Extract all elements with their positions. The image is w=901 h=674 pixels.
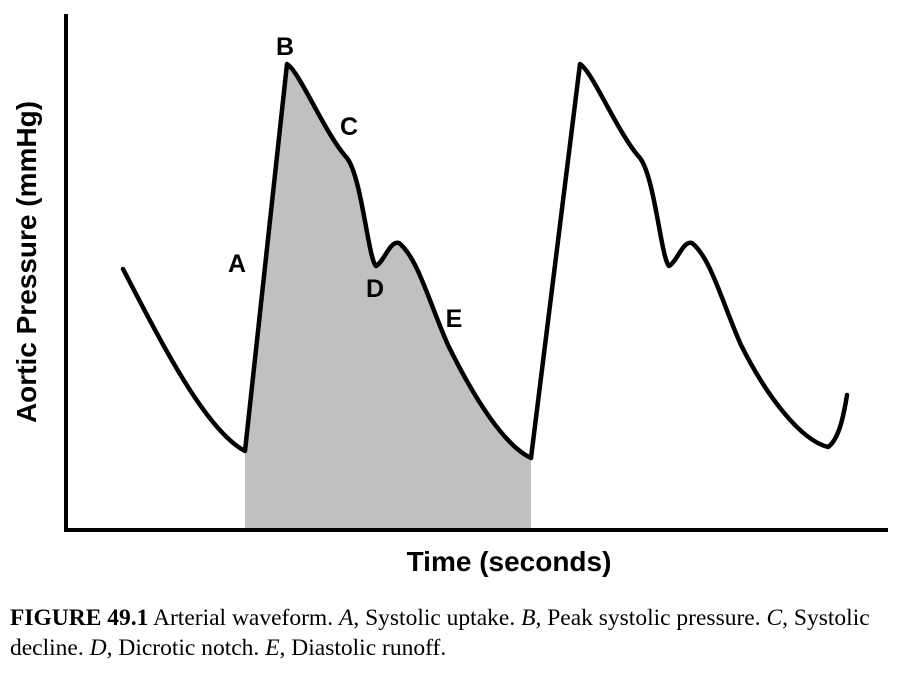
arterial-waveform-diagram: A B C D E Aortic Pressure (mmHg) Time (s… <box>11 14 888 577</box>
cardiac-cycle-shaded-area <box>245 64 531 530</box>
caption-text: , Systolic decline. <box>10 605 870 661</box>
caption-item-b: B, Peak systolic pressure. <box>521 605 761 631</box>
caption-item-e: E, Diastolic runoff. <box>265 635 446 661</box>
point-label-b: B <box>276 33 294 61</box>
x-axis-label: Time (seconds) <box>407 546 612 577</box>
caption-letter: A <box>338 605 354 631</box>
figure-number: FIGURE 49.1 <box>10 605 149 631</box>
caption-title: Arterial waveform. <box>153 605 334 631</box>
waveform-line <box>120 61 850 461</box>
y-axis-label: Aortic Pressure (mmHg) <box>11 101 42 423</box>
caption-text: , Systolic uptake. <box>353 605 516 631</box>
point-label-c: C <box>340 113 358 141</box>
caption-letter: D <box>89 635 107 661</box>
figure-caption: FIGURE 49.1 Arterial waveform. A, Systol… <box>10 603 895 663</box>
caption-item-d: D, Dicrotic notch. <box>90 635 260 661</box>
point-label-e: E <box>446 305 463 333</box>
caption-text: , Diastolic runoff. <box>279 635 447 661</box>
caption-letter: B <box>521 605 536 631</box>
caption-text: , Dicrotic notch. <box>106 635 260 661</box>
caption-text: , Peak systolic pressure. <box>535 605 761 631</box>
caption-item-c: C, Systolic decline. <box>10 605 870 661</box>
caption-item-a: A, Systolic uptake. <box>339 605 515 631</box>
caption-letter: C <box>766 605 783 631</box>
point-label-d: D <box>366 275 384 303</box>
point-label-a: A <box>228 250 246 278</box>
caption-letter: E <box>265 635 280 661</box>
